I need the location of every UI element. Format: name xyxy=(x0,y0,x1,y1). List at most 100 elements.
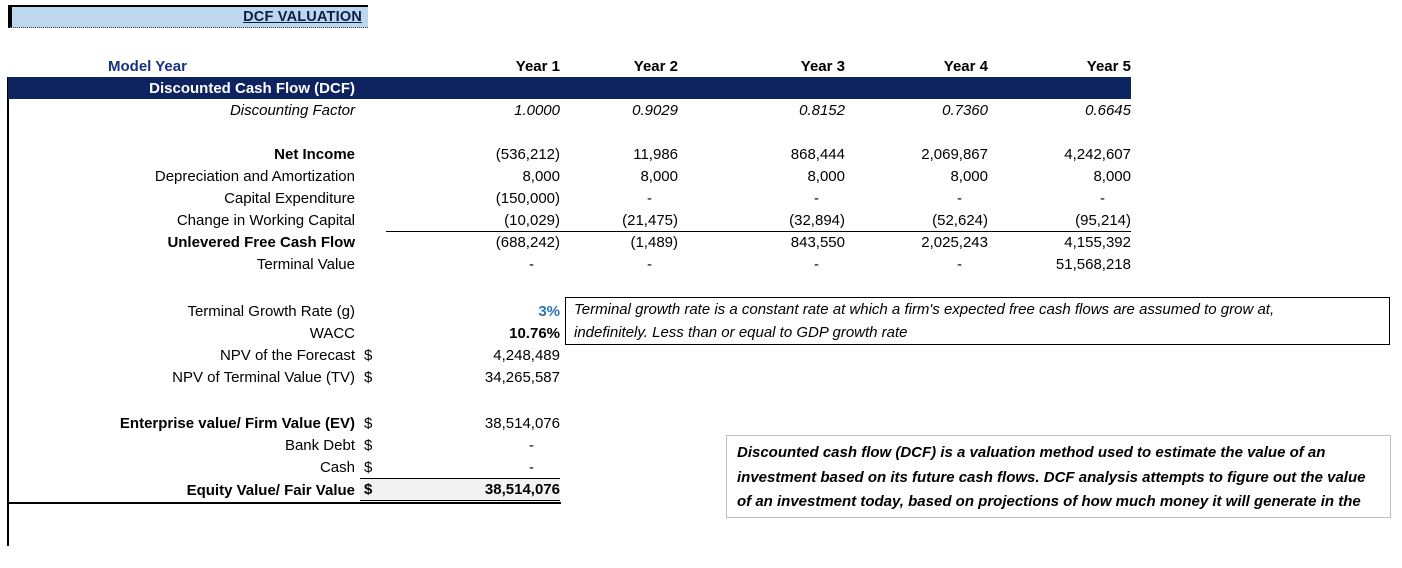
cell-unlevered-free-cash-flow-year2[interactable]: (1,489) xyxy=(560,231,678,253)
cell-capital-expenditure-year3[interactable]: - xyxy=(814,189,819,207)
cell-depreciation-amortization-year3[interactable]: 8,000 xyxy=(807,167,845,185)
empty-cell xyxy=(360,253,386,275)
cell-depreciation-amortization-year5[interactable]: 8,000 xyxy=(1093,167,1131,185)
dollar-sign-equity-value[interactable]: $ xyxy=(360,478,386,503)
row-enterprise-value: Enterprise value/ Firm Value (EV) $38,514… xyxy=(8,412,1131,434)
cell-npv-forecast-value[interactable]: 4,248,489 xyxy=(493,346,560,364)
row-label-change-in-working-capital: Change in Working Capital xyxy=(176,211,355,229)
table-body: Discounting Factor 1.0000 0.9029 0.8152 0.73… xyxy=(8,99,1131,503)
cell-capital-expenditure-year4[interactable]: - xyxy=(957,189,962,207)
cell-net-income-year3[interactable]: 868,444 xyxy=(790,145,845,163)
year-header-4[interactable]: Year 4 xyxy=(943,57,988,75)
cell-terminal-value-year3[interactable]: - xyxy=(814,255,819,273)
cell-discounting-factor-year2[interactable]: 0.9029 xyxy=(632,101,678,119)
empty-cell xyxy=(360,322,386,344)
cell-depreciation-amortization-year1[interactable]: 8,000 xyxy=(522,167,560,185)
cell-cash-value[interactable]: - xyxy=(529,458,534,476)
row-label-wacc: WACC xyxy=(309,324,355,342)
row-label-depreciation-amortization: Depreciation and Amortization xyxy=(154,167,355,185)
empty-cell xyxy=(360,165,386,187)
row-depreciation-amortization: Depreciation and Amortization 8,000 8,000 8… xyxy=(8,165,1131,187)
dollar-sign-bank-debt[interactable]: $ xyxy=(364,436,373,454)
row-label-capital-expenditure: Capital Expenditure xyxy=(224,189,355,207)
cell-bank-debt-value[interactable]: - xyxy=(529,436,534,454)
row-label-npv-terminal-value: NPV of Terminal Value (TV) xyxy=(172,368,355,386)
row-cash: Cash $ - xyxy=(8,456,1131,478)
cell-terminal-value-year4[interactable]: - xyxy=(957,255,962,273)
empty-cell xyxy=(360,99,386,121)
cell-capital-expenditure-year1[interactable]: (150,000) xyxy=(495,189,560,207)
empty-cell xyxy=(360,143,386,165)
row-terminal-value: Terminal Value - - - - 51,568,218 xyxy=(8,253,1131,275)
row-label-bank-debt: Bank Debt xyxy=(284,436,355,454)
row-label-unlevered-free-cash-flow: Unlevered Free Cash Flow xyxy=(167,233,355,251)
cell-unlevered-free-cash-flow-year5[interactable]: 4,155,392 xyxy=(988,231,1131,253)
row-label-discounting-factor: Discounting Factor xyxy=(229,101,355,119)
cell-change-in-working-capital-year5[interactable]: (95,214) xyxy=(1075,211,1131,229)
row-label-cash: Cash xyxy=(319,458,355,476)
cell-npv-terminal-value-value[interactable]: 34,265,587 xyxy=(484,368,560,386)
year-header-5[interactable]: Year 5 xyxy=(1086,57,1131,75)
cell-depreciation-amortization-year4[interactable]: 8,000 xyxy=(950,167,988,185)
dollar-sign-enterprise-value[interactable]: $ xyxy=(364,414,373,432)
cell-discounting-factor-year1[interactable]: 1.0000 xyxy=(514,101,560,119)
empty-cell xyxy=(360,300,386,322)
row-net-income: Net Income (536,212) 11,986 868,444 2,069,86… xyxy=(8,143,1131,165)
cell-terminal-value-year5[interactable]: 51,568,218 xyxy=(1055,255,1131,273)
dcf-definition-note[interactable]: Discounted cash flow (DCF) is a valuatio… xyxy=(726,435,1391,518)
cell-net-income-year5[interactable]: 4,242,607 xyxy=(1064,145,1131,163)
page-title: DCF VALUATION xyxy=(243,9,362,25)
cell-capital-expenditure-year5[interactable]: - xyxy=(1100,189,1105,207)
empty-cell xyxy=(360,231,386,253)
row-change-in-working-capital: Change in Working Capital (10,029) (21,475… xyxy=(8,209,1131,231)
cell-discounting-factor-year5[interactable]: 0.6645 xyxy=(1085,101,1131,119)
row-terminal-growth-rate: Terminal Growth Rate (g) 3% xyxy=(8,300,1131,322)
row-equity-value: Equity Value/ Fair Value $38,514,076 xyxy=(8,478,1131,503)
row-unlevered-free-cash-flow: Unlevered Free Cash Flow (688,242) (1,489)… xyxy=(8,231,1131,253)
cell-enterprise-value-value[interactable]: 38,514,076 xyxy=(484,414,560,432)
cell-terminal-growth-rate-value[interactable]: 3% xyxy=(538,302,560,320)
year-header-1[interactable]: Year 1 xyxy=(515,57,560,75)
terminal-growth-note[interactable]: Terminal growth rate is a constant rate … xyxy=(565,297,1390,345)
cell-discounting-factor-year4[interactable]: 0.7360 xyxy=(942,101,988,119)
cell-net-income-year4[interactable]: 2,069,867 xyxy=(921,145,988,163)
model-year-label: Model Year xyxy=(108,57,187,75)
cell-terminal-value-year1[interactable]: - xyxy=(529,255,534,273)
empty-cell xyxy=(360,55,386,77)
cell-depreciation-amortization-year2[interactable]: 8,000 xyxy=(640,167,678,185)
cell-change-in-working-capital-year2[interactable]: (21,475) xyxy=(622,211,678,229)
row-label-terminal-value: Terminal Value xyxy=(256,255,355,273)
year-header-2[interactable]: Year 2 xyxy=(633,57,678,75)
cell-change-in-working-capital-year1[interactable]: (10,029) xyxy=(504,211,560,229)
year-header-3[interactable]: Year 3 xyxy=(800,57,845,75)
cell-net-income-year2[interactable]: 11,986 xyxy=(633,145,678,163)
row-capital-expenditure: Capital Expenditure (150,000) - - - - xyxy=(8,187,1131,209)
cell-unlevered-free-cash-flow-year1[interactable]: (688,242) xyxy=(386,231,560,253)
row-discounting-factor: Discounting Factor 1.0000 0.9029 0.8152 0.73… xyxy=(8,99,1131,121)
empty-cell xyxy=(360,187,386,209)
cell-change-in-working-capital-year3[interactable]: (32,894) xyxy=(789,211,845,229)
cell-change-in-working-capital-year4[interactable]: (52,624) xyxy=(932,211,988,229)
cell-discounting-factor-year3[interactable]: 0.8152 xyxy=(799,101,845,119)
section-header-label: Discounted Cash Flow (DCF) xyxy=(149,79,355,97)
dollar-sign-npv-forecast[interactable]: $ xyxy=(364,346,373,364)
row-npv-terminal-value: NPV of Terminal Value (TV) $34,265,587 xyxy=(8,366,1131,388)
cell-terminal-value-year2[interactable]: - xyxy=(647,255,652,273)
empty-cell xyxy=(360,209,386,231)
sheet-bottom-border xyxy=(7,502,561,504)
row-label-npv-forecast: NPV of the Forecast xyxy=(219,346,355,364)
row-label-enterprise-value: Enterprise value/ Firm Value (EV) xyxy=(119,414,355,432)
dollar-sign-cash[interactable]: $ xyxy=(364,458,373,476)
cell-equity-value-value[interactable]: 38,514,076 xyxy=(386,478,560,503)
cell-wacc-value[interactable]: 10.76% xyxy=(509,324,560,342)
row-label-equity-value: Equity Value/ Fair Value xyxy=(186,482,355,499)
cell-capital-expenditure-year2[interactable]: - xyxy=(647,189,652,207)
row-spacer-3 xyxy=(8,388,1131,412)
sheet-left-border xyxy=(7,77,9,546)
dollar-sign-npv-terminal-value[interactable]: $ xyxy=(364,368,373,386)
title-cell[interactable]: DCF VALUATION xyxy=(8,5,368,28)
cell-unlevered-free-cash-flow-year4[interactable]: 2,025,243 xyxy=(845,231,988,253)
cell-net-income-year1[interactable]: (536,212) xyxy=(495,145,560,163)
cell-unlevered-free-cash-flow-year3[interactable]: 843,550 xyxy=(678,231,845,253)
